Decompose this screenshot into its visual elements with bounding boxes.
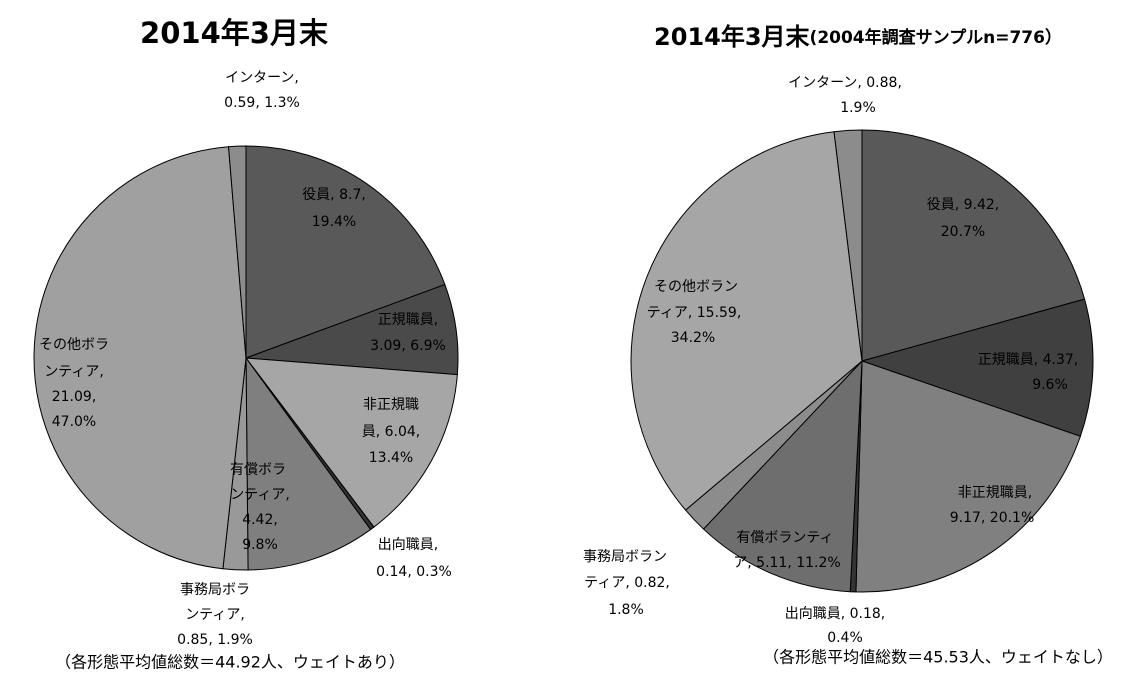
slice-label: その他ボラ — [39, 337, 109, 353]
slice-label: 9.6% — [1032, 377, 1068, 393]
slice-label: 0.85, 1.9% — [177, 632, 253, 648]
slice-label: 非正規職員, — [958, 485, 1032, 501]
slice-label: 21.09, — [52, 389, 97, 405]
slice-label: 20.7% — [941, 224, 985, 240]
slice-label: 9.17, 20.1% — [950, 510, 1035, 526]
slice-label: 4.42, — [242, 512, 278, 528]
slice-label: 19.4% — [312, 214, 356, 230]
pie-slice — [245, 145, 446, 359]
pie-slice — [855, 360, 1082, 593]
slice-label: 0.59, 1.3% — [224, 95, 300, 111]
slice-label: 0.4% — [827, 630, 863, 646]
slice-label: 有償ボラ — [230, 462, 286, 478]
slice-label: 9.8% — [242, 537, 278, 553]
slice-label: ア, 5.11, 11.2% — [733, 555, 840, 571]
slice-label: 1.8% — [608, 602, 644, 618]
pie-slice — [702, 359, 863, 593]
slice-label: ンティア, — [185, 607, 245, 623]
slice-label: その他ボラン — [654, 279, 738, 295]
chart-title: 2014年3月末 — [654, 23, 810, 51]
slice-label: 0.14, 0.3% — [376, 564, 452, 580]
slice-label: インターン, — [225, 70, 299, 86]
pie-slice — [33, 146, 247, 570]
slice-label: ンティア, — [230, 487, 290, 503]
slice-label: 34.2% — [671, 330, 715, 346]
slice-label: 1.9% — [840, 100, 876, 116]
pie-slice — [860, 298, 1094, 437]
slice-label: 事務局ボラン — [583, 549, 667, 565]
slice-label: インターン, 0.88, — [788, 75, 902, 91]
slice-label: 出向職員, 0.18, — [785, 606, 886, 622]
slice-label: 事務局ボラ — [180, 582, 250, 598]
slice-label: 有償ボランティ — [736, 530, 833, 546]
slice-label: 13.4% — [369, 450, 413, 466]
pie-slice — [833, 129, 863, 362]
pie-slice — [861, 129, 1086, 362]
chart-title-group: 2014年3月末(2004年調査サンプルn=776） — [654, 23, 1062, 51]
slice-label: ンティア, — [44, 364, 104, 380]
pie-slice — [244, 357, 458, 528]
slice-label: ティア, 15.59, — [647, 305, 742, 321]
slice-label: 正規職員, 4.37, — [978, 352, 1079, 368]
slice-label: 3.09, 6.9% — [370, 338, 446, 354]
chart-title: 2014年3月末 — [140, 16, 328, 50]
slice-label: ティア, 0.82, — [584, 575, 670, 591]
footnote: （各形態平均値総数＝44.92人、ウェイトあり） — [55, 653, 405, 672]
slice-label: 47.0% — [52, 414, 96, 430]
slice-label: 非正規職 — [363, 397, 419, 413]
slice-label: 役員, 9.42, — [927, 197, 1000, 213]
footnote: （各形態平均値総数＝45.53人、ウェイトなし） — [763, 648, 1113, 667]
slice-label: 役員, 8.7, — [302, 187, 366, 203]
pie-slice — [630, 131, 863, 511]
slice-label: 正規職員, — [378, 312, 438, 328]
chart-subtitle: (2004年調査サンプルn=776） — [810, 27, 1062, 48]
pie-slice — [227, 145, 247, 359]
slice-label: 出向職員, — [378, 537, 438, 553]
pie-slice — [245, 356, 372, 571]
slice-label: 員, 6.04, — [362, 424, 421, 440]
